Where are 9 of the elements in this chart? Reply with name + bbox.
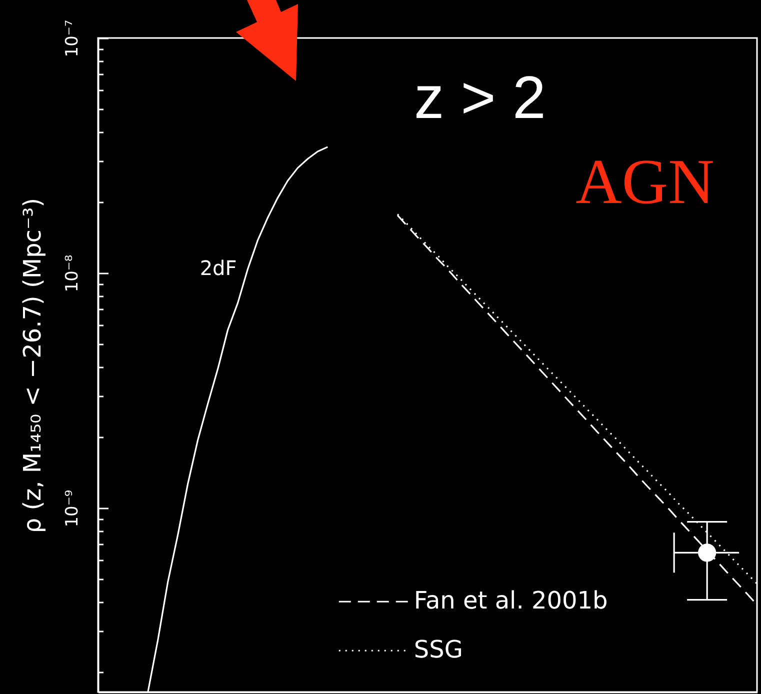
- legend-label: SSG: [414, 636, 463, 664]
- y-tick-label: 10⁻⁹: [62, 490, 82, 528]
- legend-label: Fan et al. 2001b: [414, 586, 608, 615]
- y-axis-title: ρ (z, M₁₄₅₀ < −26.7) (Mpc⁻³): [18, 198, 46, 534]
- series-label: 2dF: [200, 256, 237, 280]
- y-tick-label: 10⁻⁸: [62, 254, 82, 292]
- annotation: AGN: [576, 146, 714, 217]
- y-tick-label: 10⁻⁷: [62, 20, 82, 58]
- annotation: z > 2: [414, 64, 546, 131]
